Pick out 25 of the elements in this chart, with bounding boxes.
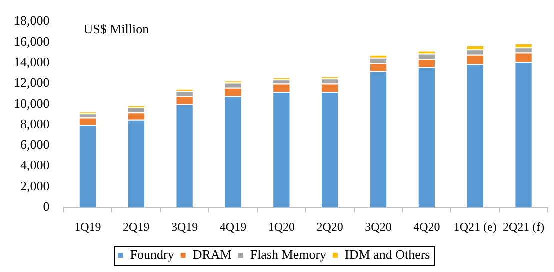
x-tick-label: 1Q21 (e) <box>454 220 497 234</box>
y-tick-label: 8,000 <box>20 116 50 132</box>
y-tick-label: 6,000 <box>20 137 50 152</box>
x-tick-label: 2Q21 (f) <box>502 220 545 234</box>
x-tick-label: 1Q19 <box>74 220 102 234</box>
y-tick-label: 4,000 <box>20 158 50 173</box>
y-tick-label: 12,000 <box>14 75 50 90</box>
legend-label: IDM and Others <box>345 246 430 262</box>
y-axis-title: US$ Million <box>84 22 150 37</box>
legend-label: Flash Memory <box>250 246 328 262</box>
legend-label: Foundry <box>130 246 175 262</box>
x-tick-label: 4Q20 <box>414 220 440 234</box>
x-tick-label: 3Q19 <box>171 220 198 234</box>
y-tick-label: 10,000 <box>14 96 50 111</box>
y-tick-label: 16,000 <box>14 34 50 49</box>
y-tick-label: 2,000 <box>20 178 50 194</box>
x-tick-label: 2Q19 <box>123 220 150 234</box>
y-tick-label: 18,000 <box>14 13 50 28</box>
x-tick-label: 2Q20 <box>316 220 344 234</box>
x-tick-label: 3Q20 <box>365 220 392 234</box>
legend-label: DRAM <box>192 246 232 262</box>
y-tick-label: 14,000 <box>14 54 50 70</box>
x-tick-label: 4Q19 <box>220 220 247 234</box>
x-tick-label: 1Q20 <box>268 220 295 234</box>
y-tick-label: 0 <box>43 199 50 214</box>
